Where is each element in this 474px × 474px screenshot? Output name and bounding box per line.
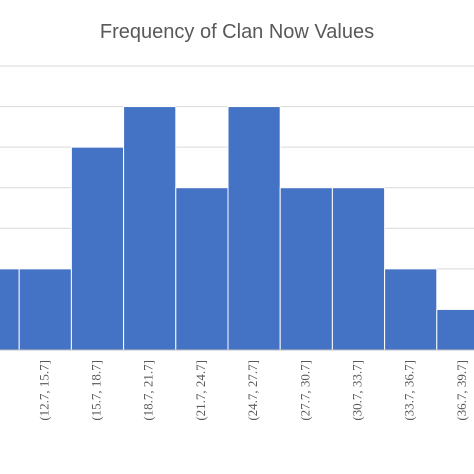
bar bbox=[279, 187, 333, 351]
x-tick-label: (36.7, 39.7] bbox=[454, 360, 469, 421]
x-tick-label: (12.7, 15.7] bbox=[36, 360, 51, 421]
bar bbox=[0, 268, 20, 351]
bar bbox=[331, 187, 386, 351]
bar bbox=[175, 187, 229, 351]
x-tick-label: (33.7, 36.7] bbox=[402, 360, 417, 421]
x-tick-label: (18.7, 21.7] bbox=[141, 360, 156, 421]
bar bbox=[18, 268, 72, 351]
x-tick-label: (15.7, 18.7] bbox=[88, 360, 103, 421]
bar bbox=[384, 268, 438, 351]
bar bbox=[70, 146, 125, 351]
x-tick-label: (24.7, 27.7] bbox=[245, 360, 260, 421]
x-tick-label: (21.7, 24.7] bbox=[193, 360, 208, 421]
chart-title: Frequency of Clan Now Values bbox=[100, 21, 374, 43]
x-tick-label: (27.7, 30.7] bbox=[297, 360, 312, 421]
x-tick-label: (30.7, 33.7] bbox=[349, 360, 364, 421]
bar bbox=[123, 106, 177, 351]
bar bbox=[436, 308, 474, 351]
bar bbox=[227, 106, 281, 351]
